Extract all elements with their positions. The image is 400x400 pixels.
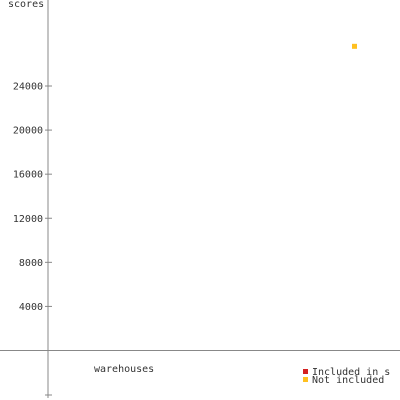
y-tick-label: 12000 <box>13 214 43 225</box>
y-tick-label: 20000 <box>13 126 43 137</box>
y-tick-label: 8000 <box>19 258 43 269</box>
legend-marker-included <box>303 369 308 374</box>
y-tick-label: 16000 <box>13 170 43 181</box>
legend-marker-not-included <box>303 377 308 382</box>
y-axis-label: scores <box>8 0 44 10</box>
x-axis-label: warehouses <box>94 364 154 375</box>
data-points <box>352 43 357 49</box>
y-ticks: 4000 8000 12000 16000 20000 24000 <box>13 82 52 396</box>
legend-label-included: Included in s <box>312 367 390 378</box>
legend: Included in s Not included <box>303 367 390 386</box>
legend-label-not-included: Not included <box>312 375 384 386</box>
data-point <box>352 43 357 49</box>
y-tick-label: 24000 <box>13 82 43 93</box>
y-tick-label: 4000 <box>19 302 43 313</box>
